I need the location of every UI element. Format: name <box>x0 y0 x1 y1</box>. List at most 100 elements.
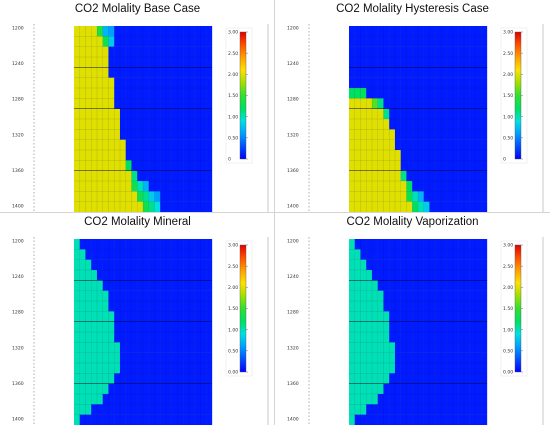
heatmap-cell <box>74 57 80 68</box>
heatmap-cell <box>200 150 207 161</box>
heatmap-cell <box>120 301 126 312</box>
colorbar-tick-label: 1.00 <box>503 327 513 333</box>
heatmap-cell <box>183 67 190 78</box>
heatmap-cell <box>389 249 396 260</box>
heatmap-cell <box>108 301 115 312</box>
heatmap-cell <box>469 352 476 364</box>
heatmap-cell <box>464 239 470 250</box>
heatmap-cell <box>475 98 482 109</box>
heatmap-cell <box>91 270 98 281</box>
heatmap-cell <box>360 26 367 37</box>
heatmap-cell <box>412 88 419 99</box>
heatmap-cell <box>79 160 86 171</box>
heatmap-cell <box>349 259 355 271</box>
heatmap-cell <box>406 383 413 395</box>
heatmap-cell <box>200 383 207 395</box>
heatmap-cell <box>469 181 476 192</box>
heatmap-cell <box>125 57 132 68</box>
heatmap-cell <box>452 170 459 182</box>
heatmap-cell <box>108 77 115 89</box>
heatmap-cell <box>429 321 436 333</box>
heatmap-cell <box>120 150 126 161</box>
heatmap-cell <box>74 290 80 302</box>
heatmap-cell <box>137 77 144 89</box>
heatmap-cell <box>74 98 80 109</box>
heatmap-cell <box>423 36 430 47</box>
heatmap-cell <box>206 414 213 425</box>
heatmap-cell <box>79 332 86 343</box>
heatmap-cell <box>74 67 80 78</box>
heatmap-cell <box>429 311 436 322</box>
heatmap-cell <box>377 57 384 68</box>
heatmap-cell <box>102 77 109 89</box>
heatmap-cell <box>177 311 184 322</box>
cell-grid <box>349 239 487 425</box>
heatmap-cell <box>441 57 447 68</box>
heatmap-cell <box>452 98 459 109</box>
heatmap-cell <box>102 170 109 182</box>
heatmap-cell <box>131 119 138 130</box>
heatmap-cell <box>97 301 103 312</box>
heatmap-cell <box>154 160 161 171</box>
heatmap-cell <box>120 290 126 302</box>
colorbar-tick-label: 0.50 <box>503 348 513 354</box>
heatmap-cell <box>400 191 407 202</box>
heatmap-cell <box>85 383 92 395</box>
heatmap-cell <box>108 191 115 202</box>
heatmap-cell <box>120 414 126 425</box>
heatmap-cell <box>400 67 407 78</box>
chart-title: CO2 Molality Base Case <box>74 3 201 15</box>
heatmap-cell <box>97 191 103 202</box>
heatmap-cell <box>400 181 407 192</box>
colorbar-tick-label: 0.50 <box>228 135 238 141</box>
heatmap-cell <box>114 259 121 271</box>
heatmap-cell <box>452 150 459 161</box>
heatmap-cell <box>360 383 367 395</box>
heatmap-cell <box>171 373 178 384</box>
heatmap-cell <box>360 301 367 312</box>
heatmap-cell <box>429 332 436 343</box>
heatmap-cell <box>389 290 396 302</box>
heatmap-cell <box>154 36 161 47</box>
heatmap-cell <box>108 46 115 58</box>
heatmap-cell <box>108 129 115 140</box>
heatmap-cell <box>464 119 470 130</box>
heatmap-cell <box>354 150 361 161</box>
heatmap-cell <box>79 150 86 161</box>
heatmap-cell <box>458 342 465 353</box>
heatmap-cell <box>452 129 459 140</box>
heatmap-cell <box>360 98 367 109</box>
heatmap-cell <box>389 191 396 202</box>
heatmap-cell <box>349 363 355 374</box>
heatmap-cell <box>125 301 132 312</box>
heatmap-cell <box>194 414 201 425</box>
heatmap-cell <box>108 201 115 212</box>
heatmap-cell <box>108 36 115 47</box>
heatmap-cell <box>400 270 407 281</box>
heatmap-cell <box>383 383 390 395</box>
heatmap-cell <box>377 383 384 395</box>
heatmap-cell <box>441 201 447 212</box>
heatmap-cell <box>206 404 213 415</box>
heatmap-cell <box>160 36 167 47</box>
heatmap-cell <box>481 249 488 260</box>
y-tick-label: 1200 <box>12 239 24 245</box>
heatmap-cell <box>412 404 419 415</box>
heatmap-cell <box>125 239 132 250</box>
heatmap-cell <box>446 67 453 78</box>
heatmap-vaporization: 1200124012801320136014003.002.502.001.50… <box>287 237 544 425</box>
heatmap-cell <box>406 352 413 364</box>
heatmap-cell <box>435 160 442 171</box>
heatmap-cell <box>143 108 149 120</box>
heatmap-cell <box>441 363 447 374</box>
heatmap-cell <box>366 26 373 37</box>
heatmap-cell <box>74 181 80 192</box>
heatmap-cell <box>354 77 361 89</box>
heatmap-cell <box>400 394 407 405</box>
heatmap-cell <box>481 26 488 37</box>
heatmap-cell <box>441 352 447 364</box>
heatmap-cell <box>435 170 442 182</box>
heatmap-cell <box>377 119 384 130</box>
heatmap-cell <box>194 67 201 78</box>
heatmap-cell <box>452 373 459 384</box>
